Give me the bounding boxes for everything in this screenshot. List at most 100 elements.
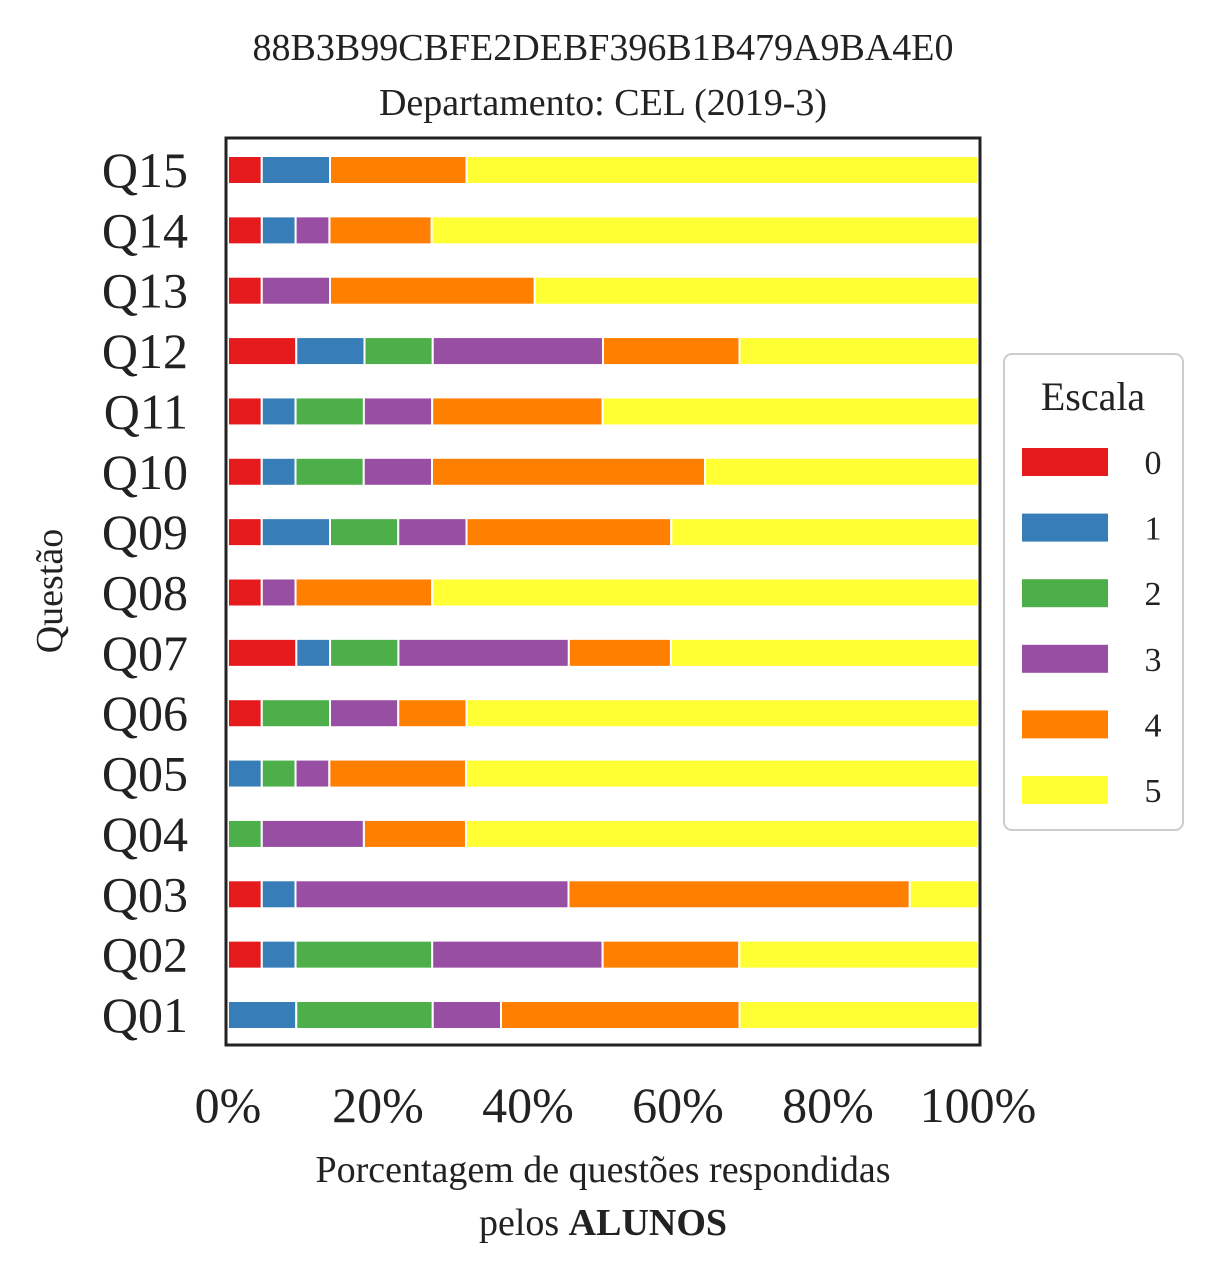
bar-Q11-escala-3: [362, 396, 434, 427]
bar-Q09-escala-2: [329, 517, 400, 548]
x-tick-4: 80%: [782, 1077, 874, 1133]
bar-Q06-escala-3: [329, 698, 400, 729]
bar-Q07-escala-4: [567, 637, 672, 668]
bar-Q07-escala-3: [397, 637, 570, 668]
bar-Q10-escala-4: [431, 456, 706, 487]
bar-Q11-escala-2: [294, 396, 365, 427]
bar-Q13-escala-5: [533, 275, 979, 306]
x-tick-5: 100%: [920, 1077, 1037, 1133]
bar-Q05-escala-3: [294, 758, 331, 789]
bar-Q07-escala-1: [295, 637, 332, 668]
x-axis-label-line1: Porcentagem de questões respondidas: [315, 1149, 890, 1191]
bar-Q14-escala-5: [430, 215, 980, 246]
bar-Q11-escala-0: [227, 396, 263, 427]
y-tick-Q13: Q13: [102, 263, 188, 319]
y-tick-Q10: Q10: [102, 444, 188, 500]
bar-Q14-escala-4: [328, 215, 433, 246]
bar-Q09-escala-3: [397, 517, 468, 548]
bar-Q10-escala-2: [294, 456, 365, 487]
x-tick-labels: 0% 20% 40% 60% 80% 100%: [195, 1077, 1037, 1133]
legend: Escala 0 1 2 3 4 5: [1003, 353, 1184, 831]
bar-Q02-escala-5: [738, 939, 980, 970]
y-tick-Q09: Q09: [102, 504, 188, 560]
legend-swatch-5: [1022, 776, 1108, 804]
bar-Q05-escala-2: [260, 758, 297, 789]
bar-Q01-escala-1: [227, 1000, 298, 1030]
legend-swatch-3: [1022, 644, 1108, 673]
y-tick-Q05: Q05: [102, 746, 188, 802]
bar-Q02-escala-0: [227, 939, 263, 970]
bar-Q11-escala-4: [431, 396, 604, 427]
bar-Q08-escala-0: [227, 577, 263, 608]
legend-label-3: 3: [1145, 642, 1162, 679]
legend-label-5: 5: [1145, 773, 1162, 810]
bar-Q11-escala-5: [601, 396, 979, 427]
bar-Q03-escala-4: [567, 879, 911, 910]
bar-Q09-escala-0: [227, 517, 263, 548]
x-axis-label-bold: ALUNOS: [569, 1202, 727, 1244]
bar-Q10-escala-5: [704, 456, 979, 487]
bar-Q08-escala-5: [431, 577, 979, 608]
bar-Q05-escala-5: [464, 758, 979, 789]
y-tick-Q15: Q15: [102, 142, 188, 198]
legend-title: Escala: [1041, 374, 1146, 419]
bar-Q10-escala-3: [362, 456, 433, 487]
bar-Q02-escala-2: [294, 939, 434, 970]
chart-title: 88B3B99CBFE2DEBF396B1B479A9BA4E0: [253, 27, 954, 69]
bar-Q04-escala-2: [227, 818, 263, 849]
bar-Q13-escala-3: [260, 275, 331, 306]
bar-Q01-escala-3: [431, 1000, 502, 1030]
bar-Q04-escala-4: [362, 818, 467, 849]
bar-Q09-escala-5: [670, 517, 979, 548]
y-tick-Q07: Q07: [102, 625, 188, 681]
legend-label-2: 2: [1145, 576, 1162, 613]
y-tick-Q12: Q12: [102, 323, 188, 379]
x-tick-2: 40%: [482, 1077, 574, 1133]
bar-Q06-escala-0: [227, 698, 263, 729]
bar-Q12-escala-0: [227, 336, 298, 367]
bar-Q04-escala-3: [260, 818, 365, 849]
bar-Q12-escala-4: [602, 336, 741, 367]
bar-Q02-escala-3: [431, 939, 604, 970]
bar-Q08-escala-3: [260, 577, 297, 608]
bar-Q14-escala-3: [294, 215, 331, 246]
legend-swatch-2: [1022, 579, 1108, 608]
bar-Q01-escala-5: [738, 1000, 979, 1030]
y-tick-Q02: Q02: [102, 927, 188, 983]
x-axis-label-prefix: pelos: [479, 1202, 569, 1244]
bar-Q15-escala-5: [465, 155, 979, 185]
bar-Q03-escala-3: [294, 879, 570, 910]
x-axis-label-line2: pelos ALUNOS: [479, 1202, 727, 1244]
bar-Q01-escala-4: [500, 1000, 741, 1030]
bars-group: [227, 155, 980, 1030]
bar-Q03-escala-0: [227, 879, 263, 910]
bar-Q13-escala-0: [227, 275, 263, 306]
y-tick-Q03: Q03: [102, 866, 188, 922]
bar-Q12-escala-1: [295, 336, 366, 367]
legend-label-0: 0: [1145, 445, 1162, 482]
legend-label-1: 1: [1145, 511, 1162, 548]
bar-Q05-escala-1: [227, 758, 263, 789]
y-tick-Q01: Q01: [102, 987, 188, 1043]
x-tick-3: 60%: [632, 1077, 724, 1133]
legend-swatch-0: [1022, 448, 1108, 476]
y-axis-label: Questão: [29, 529, 71, 654]
y-tick-Q14: Q14: [102, 202, 188, 258]
bar-Q13-escala-4: [329, 275, 536, 306]
bar-Q03-escala-1: [260, 879, 297, 910]
bar-Q07-escala-5: [669, 637, 979, 668]
bar-Q08-escala-4: [294, 577, 434, 608]
bar-Q07-escala-2: [329, 637, 400, 668]
bar-Q03-escala-5: [908, 879, 979, 910]
bar-Q10-escala-1: [260, 456, 297, 487]
bar-Q09-escala-1: [260, 517, 331, 548]
bar-Q02-escala-4: [601, 939, 741, 970]
legend-swatch-1: [1022, 513, 1108, 542]
legend-swatch-4: [1022, 710, 1108, 739]
legend-label-4: 4: [1145, 707, 1162, 744]
bar-Q09-escala-4: [465, 517, 673, 548]
plot-frame: [224, 136, 982, 1047]
bar-Q06-escala-4: [397, 698, 468, 729]
y-tick-labels: Q01Q02Q03Q04Q05Q06Q07Q08Q09Q10Q11Q12Q13Q…: [102, 142, 188, 1043]
